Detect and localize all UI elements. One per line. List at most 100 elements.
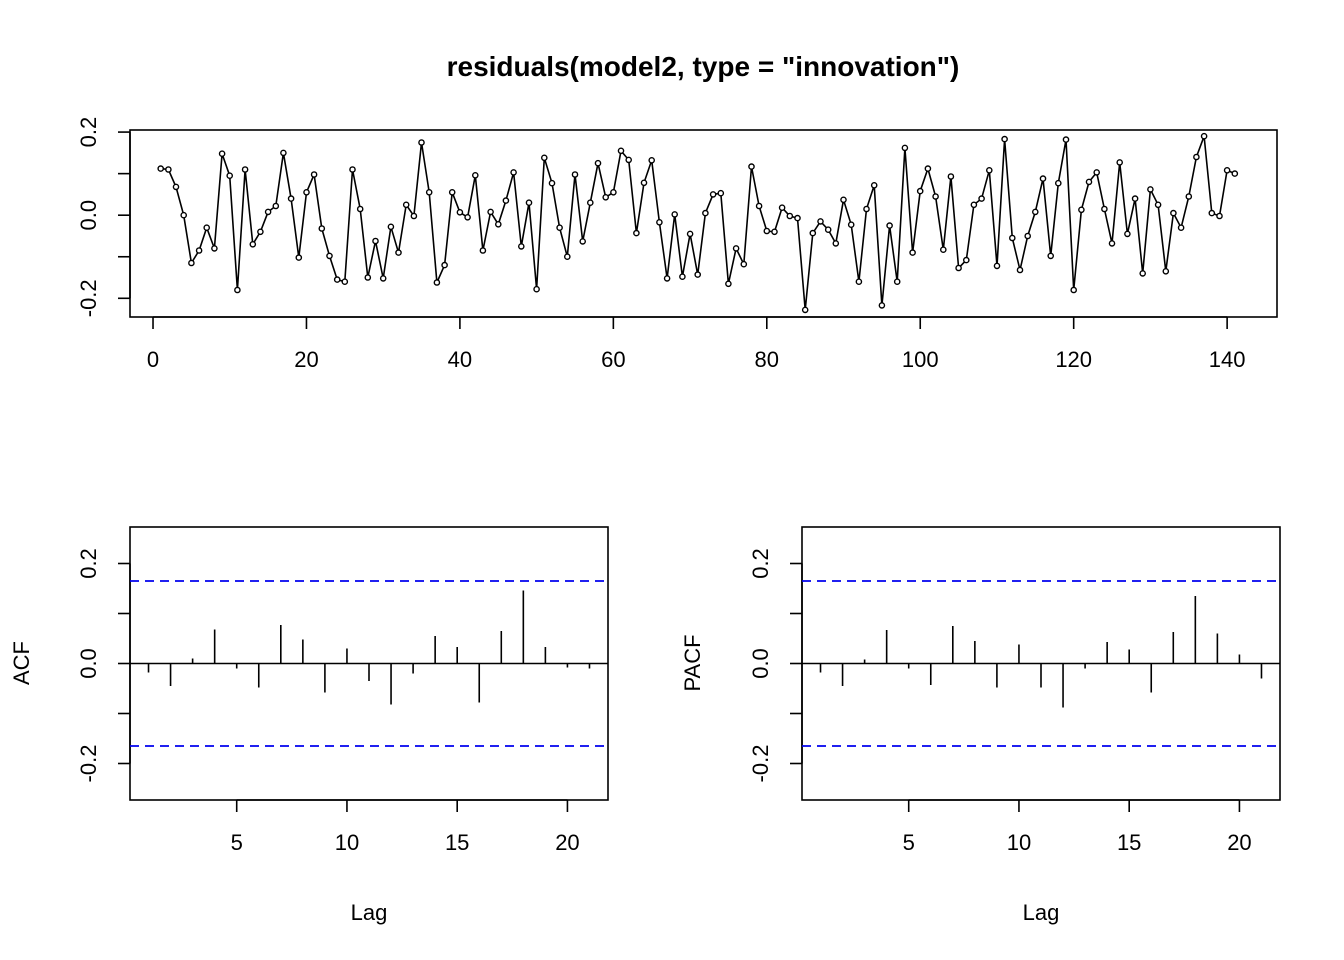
data-point	[1085, 178, 1093, 186]
pacf-bars	[802, 596, 1280, 708]
data-point	[579, 238, 587, 245]
data-point	[1177, 224, 1185, 231]
data-point	[195, 247, 203, 254]
data-point	[165, 166, 172, 173]
data-point	[1200, 132, 1208, 140]
pacf-y-tick-label: -0.2	[748, 745, 773, 783]
data-point	[1147, 186, 1154, 193]
pacf-y-tick-label: 0.0	[748, 648, 773, 679]
data-point	[525, 199, 533, 206]
data-point	[1070, 286, 1077, 294]
data-point	[203, 224, 210, 231]
data-point	[333, 276, 341, 283]
data-point	[272, 202, 280, 210]
ts-x-tick-label: 140	[1209, 347, 1246, 372]
data-point	[1131, 195, 1139, 202]
ts-x-tick-label: 40	[448, 347, 472, 372]
data-point	[801, 306, 809, 314]
ts-y-tick-label: 0.0	[76, 200, 101, 231]
data-point	[955, 264, 962, 272]
data-point	[847, 221, 855, 228]
acf-bars	[130, 590, 608, 705]
data-point	[717, 189, 725, 197]
data-point	[533, 285, 540, 293]
ts-y-tick-label: 0.2	[76, 117, 101, 148]
data-point	[940, 246, 947, 253]
data-point	[1039, 175, 1047, 182]
acf-x-axis-label: Lag	[351, 900, 388, 925]
data-point	[234, 286, 241, 294]
data-point	[1047, 252, 1054, 260]
data-point	[425, 188, 433, 196]
pacf-x-tick-label: 20	[1227, 830, 1251, 855]
data-point	[824, 226, 832, 233]
pacf-x-axis: 5 10 15 20	[903, 799, 1252, 855]
data-point	[1124, 230, 1131, 238]
data-point	[863, 205, 870, 213]
data-point	[679, 273, 686, 281]
acf-x-tick-label: 5	[231, 830, 243, 855]
data-point	[1170, 209, 1177, 217]
data-point	[303, 188, 310, 196]
data-point	[456, 208, 464, 216]
acf-x-tick-label: 10	[335, 830, 359, 855]
pacf-x-tick-label: 10	[1007, 830, 1031, 855]
data-point	[993, 262, 1001, 270]
data-point	[548, 179, 556, 187]
data-point	[924, 165, 932, 172]
data-point	[1185, 193, 1193, 200]
data-point	[1231, 170, 1239, 177]
acf-y-tick-label: 0.0	[76, 648, 101, 679]
data-point	[1154, 201, 1162, 209]
acf-x-tick-label: 20	[555, 830, 579, 855]
data-point	[172, 183, 180, 191]
acf-y-tick-label: -0.2	[76, 745, 101, 783]
series-points	[157, 132, 1239, 314]
series-line	[160, 135, 1236, 310]
data-point	[625, 156, 633, 164]
data-point	[471, 171, 479, 179]
data-point	[702, 209, 709, 217]
chart-title: residuals(model2, type = "innovation")	[447, 51, 960, 82]
series-polyline	[160, 135, 1236, 310]
data-point	[410, 212, 418, 220]
data-point	[617, 147, 625, 155]
data-point	[1101, 205, 1108, 213]
data-point	[1223, 166, 1231, 174]
data-point	[249, 240, 257, 248]
data-point	[448, 188, 456, 196]
data-point	[893, 278, 901, 286]
data-point	[211, 245, 218, 252]
pacf-y-axis: -0.2 0.0 0.2	[748, 548, 803, 783]
acf-confidence-bounds	[130, 580, 608, 747]
pacf-y-axis-label: PACF	[680, 634, 705, 691]
data-point	[510, 169, 517, 176]
data-point	[771, 228, 778, 236]
data-point	[487, 208, 494, 216]
residuals-panel: residuals(model2, type = "innovation") -…	[76, 51, 1278, 372]
acf-x-axis: 5 10 15 20	[231, 799, 580, 855]
pacf-y-tick-label: 0.2	[748, 548, 773, 579]
data-point	[1108, 240, 1116, 247]
data-point	[556, 224, 563, 231]
ts-x-tick-label: 80	[755, 347, 779, 372]
data-point	[1062, 136, 1070, 143]
data-point	[610, 188, 617, 196]
data-point	[916, 187, 924, 195]
data-point	[1055, 179, 1062, 187]
data-point	[1216, 212, 1223, 220]
data-point	[778, 204, 786, 211]
data-point	[257, 228, 264, 236]
data-point	[564, 253, 571, 261]
acf-y-axis-label: ACF	[9, 641, 34, 685]
data-point	[287, 195, 295, 202]
data-point	[656, 218, 663, 226]
data-point	[264, 208, 272, 216]
data-point	[878, 302, 886, 309]
data-point	[310, 171, 318, 178]
data-point	[372, 237, 379, 245]
data-point	[1193, 153, 1200, 161]
data-point	[648, 156, 656, 164]
data-point	[909, 249, 916, 256]
